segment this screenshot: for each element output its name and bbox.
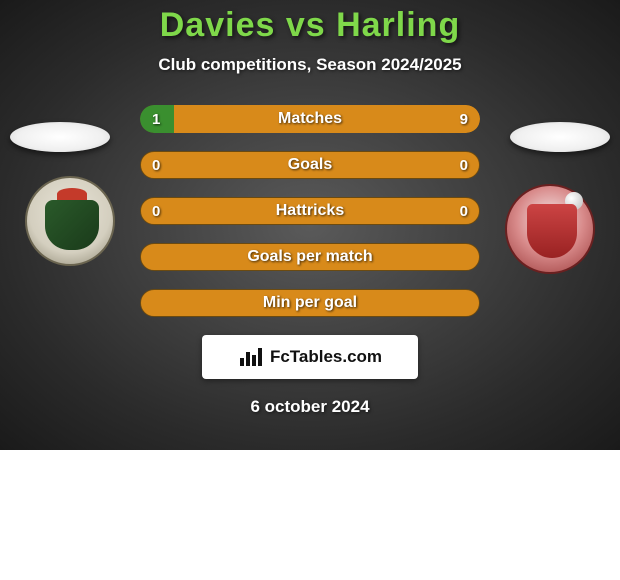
stat-value-right: 0 <box>460 151 468 179</box>
player-right-oval <box>510 122 610 152</box>
crest-detail-icon <box>57 188 87 200</box>
crest-shield-icon <box>45 200 99 250</box>
stat-value-left: 0 <box>152 197 160 225</box>
stat-value-left: 1 <box>152 105 160 133</box>
stat-row: Min per goal <box>140 289 480 317</box>
stat-value-right: 0 <box>460 197 468 225</box>
stat-row: Goals0 0 <box>140 151 480 179</box>
chart-icon <box>238 346 264 368</box>
stat-row: Goals per match <box>140 243 480 271</box>
page-subtitle: Club competitions, Season 2024/2025 <box>0 55 620 75</box>
stat-label: Hattricks <box>140 197 480 225</box>
club-crest-left <box>25 176 115 266</box>
player-left-oval <box>10 122 110 152</box>
stat-label: Goals <box>140 151 480 179</box>
stat-label: Matches <box>140 105 480 133</box>
stat-label: Min per goal <box>140 289 480 317</box>
stat-row: Hattricks0 0 <box>140 197 480 225</box>
page-title: Davies vs Harling <box>0 6 620 45</box>
stat-label: Goals per match <box>140 243 480 271</box>
stat-row: Matches1 9 <box>140 105 480 133</box>
club-crest-right <box>505 184 595 274</box>
stat-value-left: 0 <box>152 151 160 179</box>
comparison-card: Davies vs Harling Club competitions, Sea… <box>0 0 620 450</box>
fctables-logo: FcTables.com <box>202 335 418 379</box>
footer-date: 6 october 2024 <box>0 397 620 417</box>
crest-shield-icon <box>527 204 577 258</box>
logo-text: FcTables.com <box>270 347 382 367</box>
stat-value-right: 9 <box>460 105 468 133</box>
